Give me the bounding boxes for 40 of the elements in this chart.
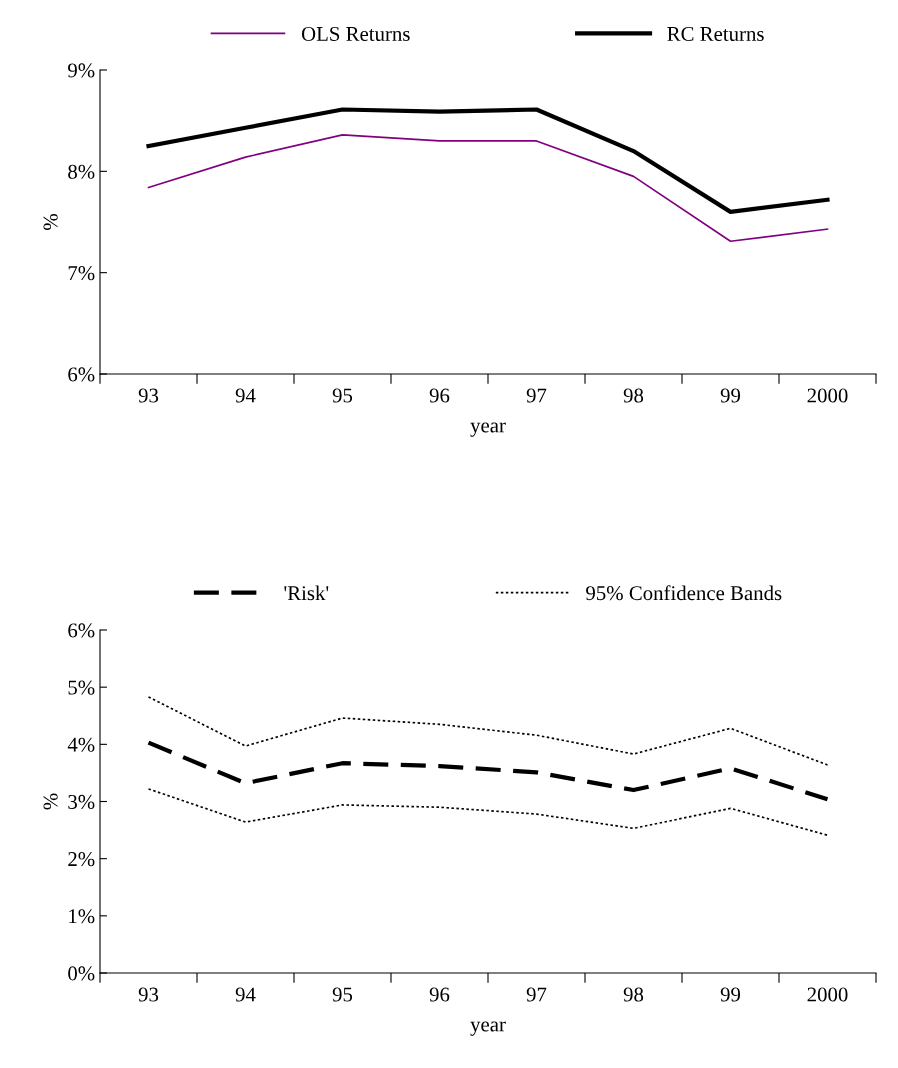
x-axis-title: year: [470, 1021, 506, 1036]
line-series: [146, 740, 830, 802]
y-axis-title: %: [43, 793, 58, 810]
legend-label: 'Risk': [284, 585, 329, 601]
y-tick-label: 6%: [68, 367, 95, 382]
legend-label: OLS Returns: [301, 26, 410, 41]
y-axis-title: %: [43, 214, 58, 230]
y-tick-label: 3%: [68, 794, 95, 809]
y-tick-label: 5%: [68, 680, 95, 695]
x-tick-label: 97: [526, 388, 547, 403]
x-tick-label: 93: [138, 987, 159, 1002]
x-tick-label: 95: [332, 388, 353, 403]
y-tick-label: 1%: [69, 909, 95, 924]
x-tick-label: 95: [332, 987, 353, 1002]
x-tick-label: 98: [623, 987, 644, 1002]
x-tick-label: 98: [623, 388, 644, 403]
x-tick-label: 96: [429, 388, 450, 403]
y-tick-label: 4%: [67, 737, 95, 752]
x-tick-label: 99: [720, 388, 741, 403]
line-series: [146, 107, 830, 214]
y-tick-label: 0%: [68, 966, 95, 981]
y-tick-label: 6%: [68, 623, 95, 638]
x-tick-label: 2000: [807, 388, 848, 403]
legend-label: RC Returns: [667, 26, 764, 41]
y-tick-label: 2%: [68, 852, 95, 867]
x-axis-title: year: [470, 422, 506, 437]
x-tick-label: 94: [235, 388, 256, 403]
y-tick-label: 7%: [68, 266, 95, 281]
x-tick-label: 93: [138, 388, 159, 403]
x-tick-label: 96: [429, 987, 450, 1002]
x-tick-label: 97: [526, 987, 547, 1002]
legend-label: 95% Confidence Bands: [586, 585, 782, 601]
line-series: [147, 696, 829, 766]
line-series: [147, 134, 829, 243]
y-tick-label: 9%: [68, 63, 95, 78]
x-tick-label: 99: [720, 987, 741, 1002]
line-series: [147, 788, 829, 837]
x-tick-label: 2000: [807, 987, 848, 1002]
x-tick-label: 94: [235, 987, 256, 1002]
y-tick-label: 8%: [68, 164, 95, 179]
